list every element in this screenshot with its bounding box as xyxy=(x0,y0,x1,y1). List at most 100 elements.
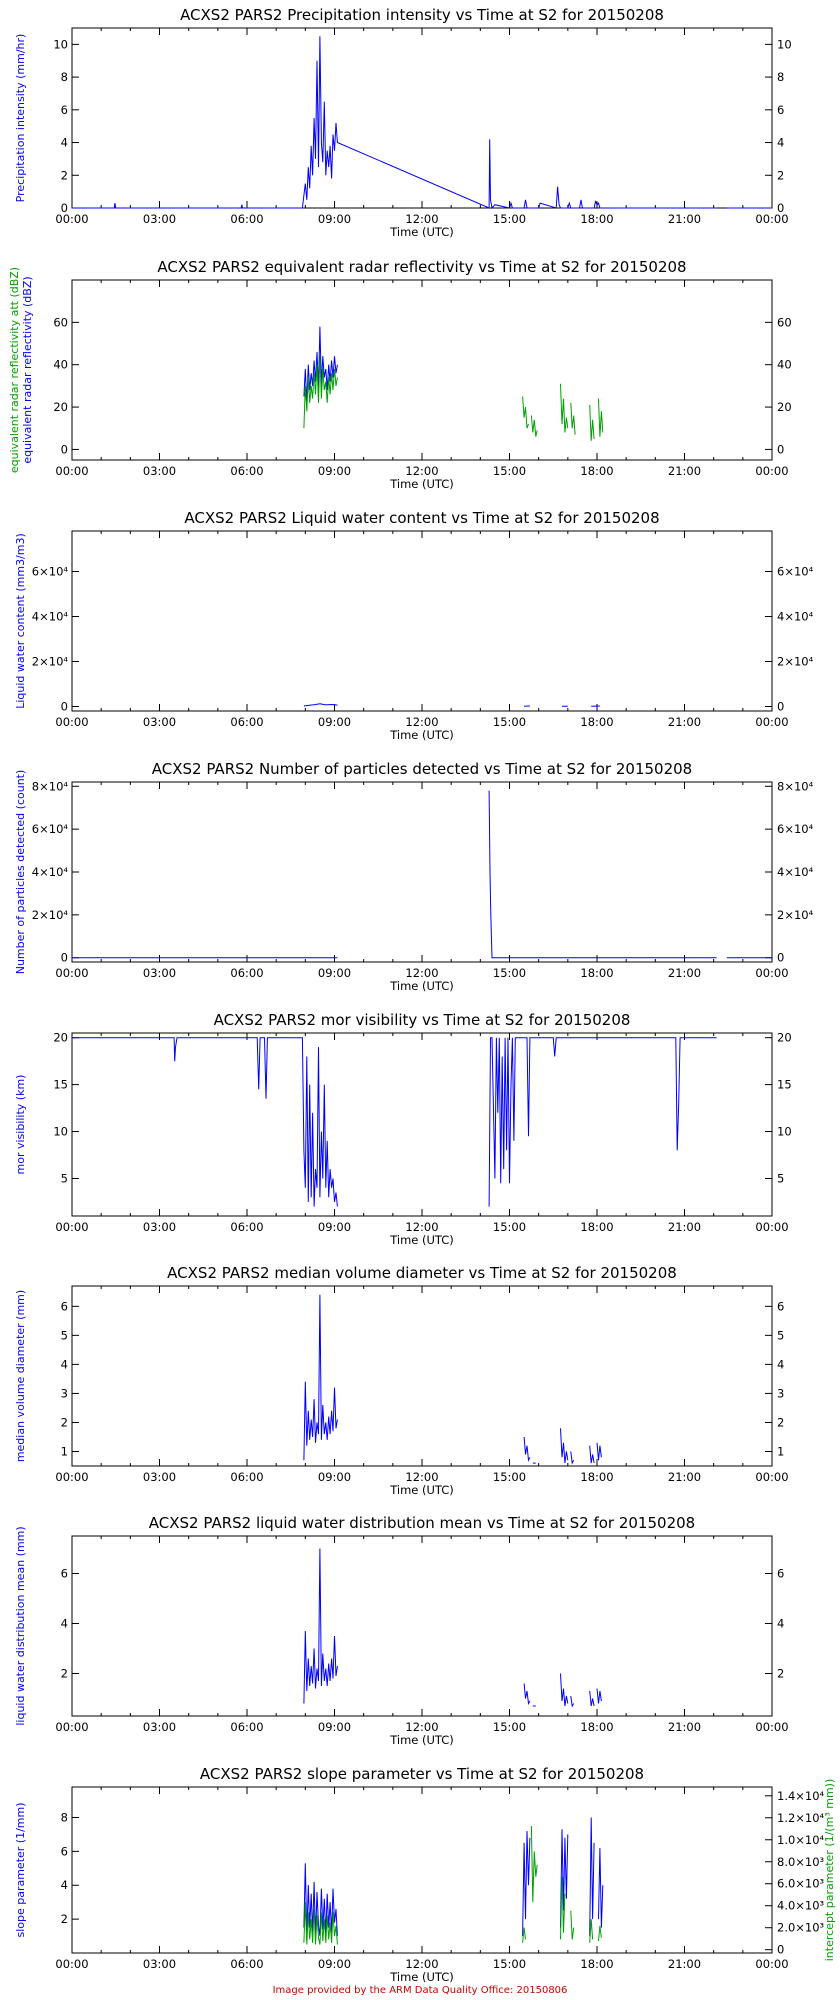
series-line-5 xyxy=(570,1451,575,1465)
y-axis-label: Precipitation intensity (mm/hr) xyxy=(14,34,27,203)
series-line-7 xyxy=(596,1688,602,1704)
x-tick-label: 21:00 xyxy=(668,715,701,729)
x-tick-label: 00:00 xyxy=(55,212,88,226)
series-line-4 xyxy=(522,1927,526,1943)
chart-title: ACXS2 PARS2 Number of particles detected… xyxy=(152,760,692,778)
y-tick-label-right: 2×10⁴ xyxy=(777,908,814,922)
chart-panel-1: ACXS2 PARS2 Precipitation intensity vs T… xyxy=(14,6,792,239)
y-tick-label: 5 xyxy=(61,1171,68,1185)
y-tick-label-right: 60 xyxy=(777,315,792,329)
y-tick-label: 15 xyxy=(53,1078,68,1092)
y-axis-label: slope parameter (1/mm) xyxy=(14,1802,27,1937)
y-tick-label-right: 6 xyxy=(777,1567,784,1581)
x-tick-label: 06:00 xyxy=(230,212,263,226)
series-line-8 xyxy=(570,1910,575,1940)
x-tick-label: 18:00 xyxy=(580,1220,613,1234)
series-line-3 xyxy=(522,1830,531,1937)
y-tick-label: 2 xyxy=(61,1667,68,1681)
x-tick-label: 15:00 xyxy=(493,1470,526,1484)
x-axis-label: Time (UTC) xyxy=(389,1483,454,1497)
plot-frame xyxy=(71,781,773,963)
x-axis-label: Time (UTC) xyxy=(389,1970,454,1984)
y-tick-label: 2×10⁴ xyxy=(32,908,69,922)
x-tick-label: 00:00 xyxy=(55,715,88,729)
y-tick-label: 2 xyxy=(61,1415,68,1429)
y2-tick-label: 4.0×10³ xyxy=(777,1899,825,1913)
x-tick-label: 03:00 xyxy=(143,715,176,729)
series-line-5 xyxy=(530,1825,538,1903)
x-tick-label: 06:00 xyxy=(230,1720,263,1734)
y-tick-label-right: 4 xyxy=(777,1357,784,1371)
x-tick-label: 12:00 xyxy=(405,715,438,729)
series-line-7 xyxy=(589,404,595,441)
series-line-4 xyxy=(560,1673,569,1707)
chart-title: ACXS2 PARS2 slope parameter vs Time at S… xyxy=(200,1765,644,1783)
x-tick-label: 03:00 xyxy=(143,1720,176,1734)
y-tick-label: 0 xyxy=(61,951,68,965)
x-tick-label: 15:00 xyxy=(493,1957,526,1971)
y-tick-label: 4 xyxy=(61,1617,68,1631)
y-axis-label: median volume diameter (mm) xyxy=(14,1290,27,1462)
y-tick-label-right: 5 xyxy=(777,1328,784,1342)
y-tick-label: 2×10⁴ xyxy=(32,655,69,669)
x-tick-label: 15:00 xyxy=(493,1720,526,1734)
y-tick-label: 6 xyxy=(61,103,68,117)
x-tick-label: 09:00 xyxy=(318,1470,351,1484)
y-tick-label: 60 xyxy=(53,315,68,329)
y-tick-label-right: 6×10⁴ xyxy=(777,822,814,836)
series-line-6 xyxy=(589,1690,595,1707)
series-line-3 xyxy=(522,396,529,429)
series-line-2 xyxy=(488,1037,717,1207)
x-axis-label: Time (UTC) xyxy=(389,1733,454,1747)
x-tick-label: 09:00 xyxy=(318,1720,351,1734)
series-line-1 xyxy=(72,36,717,210)
y-tick-label-right: 40 xyxy=(777,358,792,372)
series-line-6 xyxy=(570,402,576,435)
chart-panel-5: ACXS2 PARS2 mor visibility vs Time at S2… xyxy=(14,1011,792,1247)
y-tick-label: 6 xyxy=(61,1844,68,1858)
y-tick-label: 6×10⁴ xyxy=(32,822,69,836)
x-tick-label: 06:00 xyxy=(230,464,263,478)
y2-tick-label: 0 xyxy=(777,1943,784,1957)
y-tick-label: 5 xyxy=(61,1328,68,1342)
x-tick-label: 03:00 xyxy=(143,212,176,226)
y-tick-label-right: 8 xyxy=(777,70,784,84)
y-tick-label-right: 6×10⁴ xyxy=(777,565,814,579)
series-line-1 xyxy=(303,1548,338,1704)
plot-frame xyxy=(71,530,773,712)
y-tick-label: 6 xyxy=(61,1567,68,1581)
series-line-12 xyxy=(598,1925,602,1942)
y-tick-label-right: 5 xyxy=(777,1171,784,1185)
y-tick-label-right: 20 xyxy=(777,400,792,414)
x-axis-label: Time (UTC) xyxy=(389,979,454,993)
y2-tick-label: 1.0×10⁴ xyxy=(777,1833,825,1847)
y-tick-label: 2 xyxy=(61,168,68,182)
x-tick-label: 00:00 xyxy=(755,1220,788,1234)
chart-title: ACXS2 PARS2 Liquid water content vs Time… xyxy=(184,509,659,527)
x-tick-label: 18:00 xyxy=(580,212,613,226)
chart-title: ACXS2 PARS2 median volume diameter vs Ti… xyxy=(167,1264,677,1282)
y-tick-label-right: 4×10⁴ xyxy=(777,610,814,624)
x-tick-label: 12:00 xyxy=(405,1957,438,1971)
x-tick-label: 21:00 xyxy=(668,1957,701,1971)
x-tick-label: 21:00 xyxy=(668,966,701,980)
series-line-10 xyxy=(589,1919,594,1943)
chart-title: ACXS2 PARS2 liquid water distribution me… xyxy=(149,1514,695,1532)
x-tick-label: 21:00 xyxy=(668,1220,701,1234)
series-line-1 xyxy=(72,1037,338,1207)
chart-panel-4: ACXS2 PARS2 Number of particles detected… xyxy=(14,760,814,993)
y-tick-label-right: 2×10⁴ xyxy=(777,655,814,669)
y-tick-label-right: 1 xyxy=(777,1444,784,1458)
y-tick-label: 20 xyxy=(53,1031,68,1045)
series-line-6 xyxy=(560,1829,569,1928)
y-tick-label-right: 0 xyxy=(777,951,784,965)
y2-tick-label: 1.4×10⁴ xyxy=(777,1789,825,1803)
chart-panel-8: ACXS2 PARS2 slope parameter vs Time at S… xyxy=(14,1765,836,1984)
x-tick-label: 00:00 xyxy=(755,966,788,980)
y-axis-label-secondary: equivalent radar reflectivity att (dBZ) xyxy=(8,267,21,473)
x-tick-label: 00:00 xyxy=(755,1720,788,1734)
x-tick-label: 12:00 xyxy=(405,966,438,980)
y-tick-label: 4 xyxy=(61,1878,68,1892)
x-tick-label: 18:00 xyxy=(580,464,613,478)
x-tick-label: 15:00 xyxy=(493,212,526,226)
